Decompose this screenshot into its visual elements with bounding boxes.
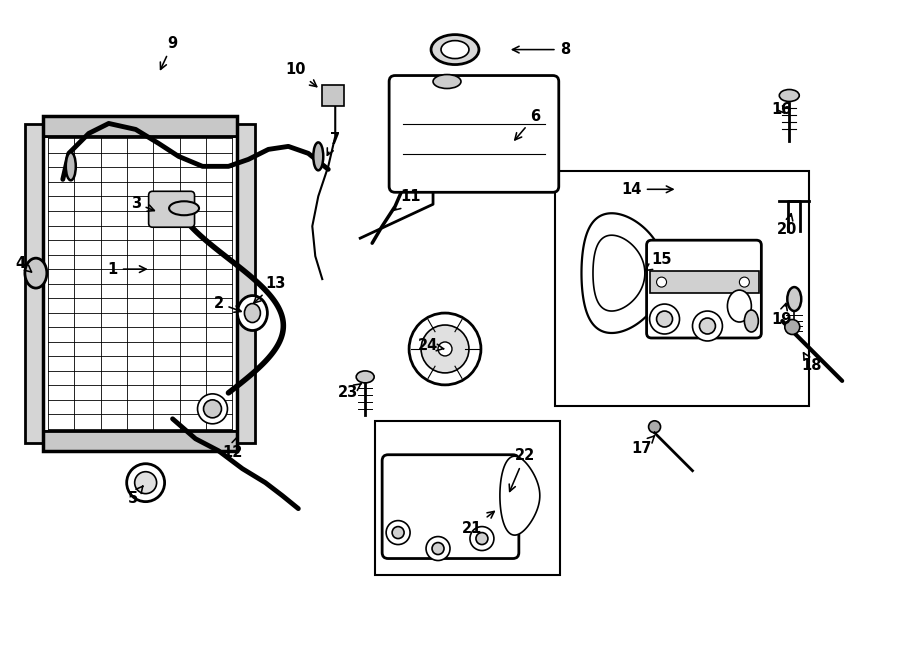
Text: 16: 16 [771,102,791,117]
Ellipse shape [470,527,494,551]
Ellipse shape [788,287,801,311]
Text: 2: 2 [213,295,241,312]
Text: 4: 4 [16,256,32,272]
Ellipse shape [476,533,488,545]
Text: 13: 13 [254,276,285,303]
Ellipse shape [431,34,479,65]
Ellipse shape [203,400,221,418]
Text: 5: 5 [128,486,143,506]
Bar [43,136,238,431]
Text: 10: 10 [285,62,317,87]
Ellipse shape [386,521,410,545]
Text: 23: 23 [338,383,361,401]
Text: 15: 15 [645,252,671,270]
Text: 11: 11 [393,189,420,210]
Ellipse shape [245,303,260,323]
Ellipse shape [410,313,481,385]
Text: 6: 6 [515,109,540,140]
FancyBboxPatch shape [389,75,559,192]
Ellipse shape [433,75,461,89]
Text: 21: 21 [462,512,494,536]
Ellipse shape [432,543,444,555]
Ellipse shape [657,277,667,287]
Bar [375,421,560,576]
Ellipse shape [66,153,76,180]
Ellipse shape [426,537,450,561]
Ellipse shape [692,311,723,341]
FancyBboxPatch shape [148,191,194,227]
Polygon shape [581,214,665,333]
Ellipse shape [650,304,680,334]
Ellipse shape [657,311,672,327]
Ellipse shape [127,464,165,502]
Ellipse shape [392,527,404,539]
Text: 12: 12 [222,437,243,460]
FancyBboxPatch shape [646,240,761,338]
Text: 14: 14 [621,182,673,197]
Ellipse shape [356,371,374,383]
Bar [43,431,238,451]
FancyBboxPatch shape [382,455,519,559]
Ellipse shape [238,295,267,330]
Ellipse shape [421,325,469,373]
Ellipse shape [727,290,752,322]
Text: 18: 18 [801,353,822,373]
Text: 3: 3 [130,196,155,212]
Bar [43,116,238,451]
Ellipse shape [169,201,199,215]
Ellipse shape [785,319,800,334]
Polygon shape [500,456,540,535]
Ellipse shape [313,142,323,171]
Ellipse shape [699,318,716,334]
Text: 19: 19 [771,303,791,327]
Text: 1: 1 [108,262,146,277]
Bar [650,271,760,293]
Ellipse shape [438,342,452,356]
Text: 17: 17 [632,436,654,456]
Ellipse shape [779,89,799,102]
Text: 24: 24 [418,338,444,354]
Polygon shape [593,235,645,311]
Ellipse shape [441,40,469,59]
Text: 7: 7 [328,132,340,155]
Text: 20: 20 [777,214,797,237]
Text: 9: 9 [160,36,177,69]
Text: 8: 8 [512,42,570,57]
Ellipse shape [197,394,228,424]
Bar [43,116,238,136]
Bar [25,124,43,443]
Ellipse shape [744,310,759,332]
Text: 22: 22 [509,448,535,492]
Bar [238,124,256,443]
Ellipse shape [649,421,661,433]
Bar [554,171,809,406]
Ellipse shape [740,277,750,287]
Bar [322,85,344,106]
Ellipse shape [135,472,157,494]
Ellipse shape [25,258,47,288]
